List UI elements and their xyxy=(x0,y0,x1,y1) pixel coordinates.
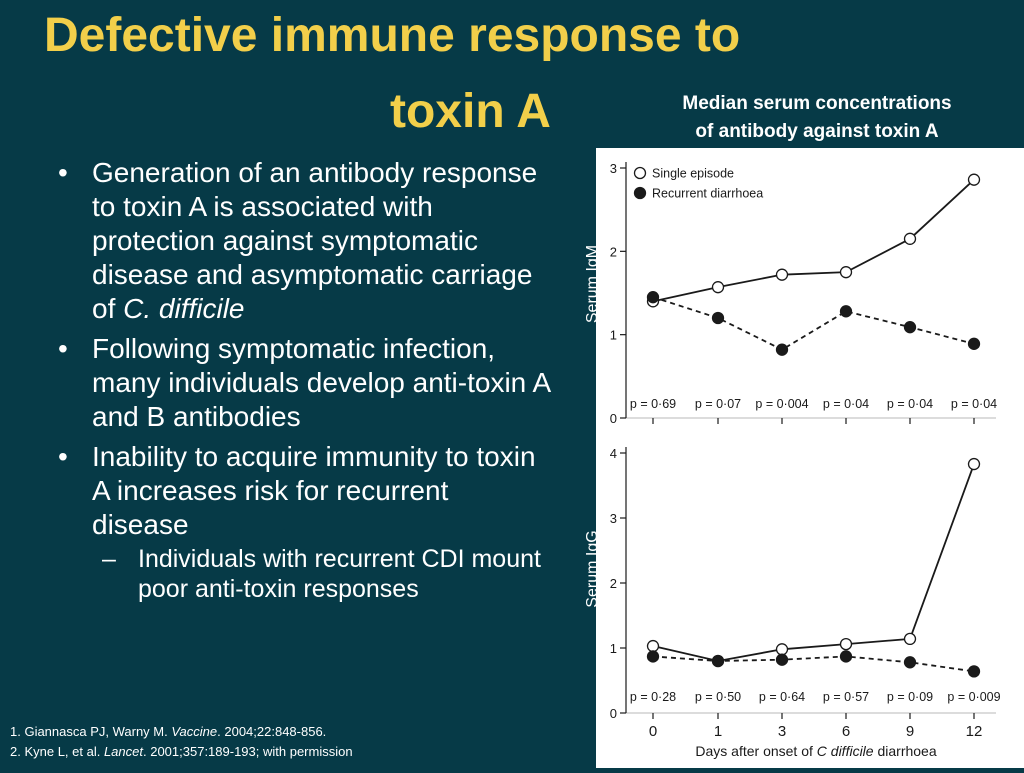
reference-item: 2. Kyne L, et al. Lancet. 2001;357:189-1… xyxy=(10,742,353,762)
igg-series-line-recurrent xyxy=(652,655,975,673)
igg-point-single-episode xyxy=(839,637,853,651)
igm-y-tick-label: 3 xyxy=(610,161,617,176)
igg-y-tick-label: 2 xyxy=(610,576,617,591)
igg-p-value: p = 0·64 xyxy=(759,690,805,704)
bullet-text: Generation of an antibody response to to… xyxy=(92,157,538,324)
igg-p-value: p = 0·50 xyxy=(695,690,741,704)
reference-item: 1. Giannasca PJ, Warny M. Vaccine. 2004;… xyxy=(10,722,353,742)
igm-point-recurrent xyxy=(711,311,725,325)
igg-point-recurrent xyxy=(646,650,660,663)
igm-point-single-episode xyxy=(839,266,853,279)
igg-p-value: p = 0·09 xyxy=(887,690,933,704)
igg-point-recurrent xyxy=(903,656,917,669)
igg-point-single-episode xyxy=(903,632,917,646)
sub-bullet-list: Individuals with recurrent CDI mount poo… xyxy=(92,544,552,604)
igg-x-tick-label: 12 xyxy=(966,723,983,740)
igm-point-recurrent xyxy=(646,291,660,304)
igm-point-single-episode xyxy=(711,281,725,294)
igg-p-value: p = 0·57 xyxy=(823,690,869,704)
bullet-item: Following symptomatic infection, many in… xyxy=(52,332,552,434)
bullet-item: Inability to acquire immunity to toxin A… xyxy=(52,440,552,604)
x-axis-label: Days after onset of C difficile diarrhoe… xyxy=(695,743,936,759)
bullet-text: Following symptomatic infection, many in… xyxy=(92,333,550,432)
igg-x-tick-label: 9 xyxy=(906,723,914,740)
igm-point-single-episode xyxy=(775,268,789,281)
igg-y-tick-label: 1 xyxy=(610,641,617,656)
igm-point-recurrent xyxy=(839,305,853,318)
slide-title-line-1: Defective immune response to xyxy=(44,9,741,62)
sub-bullet-text: Individuals with recurrent CDI mount poo… xyxy=(138,545,541,603)
chart-subtitle-line-1: Median serum concentrations xyxy=(682,93,952,114)
igg-point-recurrent xyxy=(775,653,789,666)
igg-point-recurrent xyxy=(711,654,725,668)
igg-y-tick-label: 0 xyxy=(610,706,617,721)
igm-p-value: p = 0·04 xyxy=(887,397,933,411)
legend-label: Recurrent diarrhoea xyxy=(652,187,763,201)
igg-point-single-episode xyxy=(775,643,789,656)
igm-point-single-episode xyxy=(967,173,981,186)
legend-marker xyxy=(633,186,647,200)
igg-series-line-single-episode xyxy=(652,463,975,662)
slide-title-line-2: toxin A xyxy=(390,85,551,138)
igm-point-recurrent xyxy=(967,337,981,350)
igm-series-line-recurrent xyxy=(652,296,975,351)
igm-point-recurrent xyxy=(775,343,789,356)
igm-p-value: p = 0·69 xyxy=(630,397,676,411)
igm-p-value: p = 0·04 xyxy=(823,397,869,411)
reference-text: 2. Kyne L, et al. xyxy=(10,744,104,759)
igg-point-recurrent xyxy=(967,665,981,678)
bullet-item: Generation of an antibody response to to… xyxy=(52,156,552,326)
igg-x-tick-label: 6 xyxy=(842,723,850,740)
reference-journal: Vaccine xyxy=(171,724,218,739)
igg-y-tick-label: 4 xyxy=(610,446,617,461)
references: 1. Giannasca PJ, Warny M. Vaccine. 2004;… xyxy=(10,722,353,762)
igg-x-tick-label: 1 xyxy=(714,723,722,740)
bullet-text: Inability to acquire immunity to toxin A… xyxy=(92,441,536,540)
igg-p-value: p = 0·009 xyxy=(947,690,1000,704)
igm-y-tick-label: 0 xyxy=(610,411,617,426)
igm-series-line-single-episode xyxy=(652,179,975,303)
bullet-italic-text: C. difficile xyxy=(123,293,245,324)
igm-y-tick-label: 1 xyxy=(610,328,617,343)
reference-text: . 2004;22:848-856. xyxy=(217,724,327,739)
igg-point-single-episode xyxy=(646,639,660,653)
legend-marker xyxy=(633,166,647,180)
reference-text: 1. Giannasca PJ, Warny M. xyxy=(10,724,172,739)
igm-y-tick-label: 2 xyxy=(610,244,617,259)
igm-point-single-episode xyxy=(903,232,917,245)
igm-p-value: p = 0·07 xyxy=(695,397,741,411)
legend-label: Single episode xyxy=(652,167,734,181)
igm-p-value: p = 0·04 xyxy=(951,397,997,411)
igm-point-recurrent xyxy=(903,321,917,334)
reference-journal: Lancet xyxy=(103,744,143,759)
sub-bullet-item: Individuals with recurrent CDI mount poo… xyxy=(92,544,552,604)
igg-point-recurrent xyxy=(839,650,853,663)
igg-x-tick-label: 0 xyxy=(649,723,657,740)
reference-text: . 2001;357:189-193; with permission xyxy=(143,744,353,759)
igg-y-tick-label: 3 xyxy=(610,511,617,526)
chart-subtitle-line-2: of antibody against toxin A xyxy=(695,121,939,142)
igg-x-tick-label: 3 xyxy=(778,723,786,740)
chart-subtitle: Median serum concentrations of antibody … xyxy=(622,90,1012,146)
igg-p-value: p = 0·28 xyxy=(630,690,676,704)
igm-p-value: p = 0·004 xyxy=(755,397,808,411)
bullet-list: Generation of an antibody response to to… xyxy=(52,156,552,610)
igg-point-single-episode xyxy=(967,457,981,471)
